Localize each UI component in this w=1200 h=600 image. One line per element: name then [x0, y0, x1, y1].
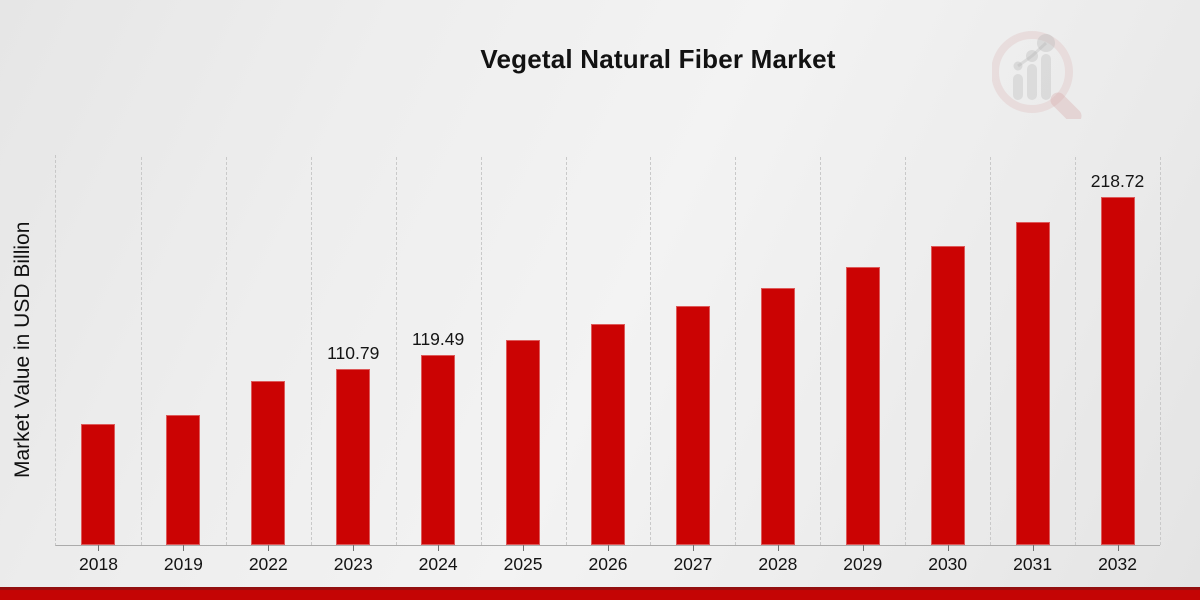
x-axis-label-2026: 2026 — [588, 554, 628, 574]
x-axis-tick — [183, 545, 185, 551]
gridline — [820, 157, 822, 545]
bar-2025 — [506, 339, 541, 545]
x-axis-label-2025: 2025 — [503, 554, 543, 574]
x-axis-label-2022: 2022 — [248, 554, 288, 574]
bar-2032 — [1100, 196, 1135, 545]
gridline — [905, 157, 907, 545]
bottom-banner — [0, 587, 1200, 600]
x-axis-tick — [438, 545, 440, 551]
bar-value-label: 218.72 — [1090, 170, 1145, 191]
bar-2026 — [591, 323, 625, 545]
gridline — [990, 157, 992, 545]
x-axis-tick — [1032, 545, 1034, 551]
bar-value-label: 119.49 — [412, 328, 465, 349]
x-axis-label-2030: 2030 — [928, 554, 968, 574]
bar-2018 — [81, 424, 116, 545]
gridline — [565, 157, 567, 545]
gridline — [395, 157, 397, 545]
x-axis-label-2029: 2029 — [843, 554, 883, 574]
bar-2019 — [166, 414, 201, 545]
bar-2027 — [675, 306, 710, 545]
x-axis-label-2018: 2018 — [79, 554, 118, 574]
x-axis-tick — [608, 545, 609, 551]
gridline — [650, 157, 652, 545]
bar-value-label: 110.79 — [327, 342, 380, 363]
bar-2029 — [845, 267, 880, 545]
gridline — [480, 157, 482, 545]
gridline — [140, 157, 142, 545]
x-axis-tick — [692, 545, 694, 551]
gridline — [310, 157, 312, 545]
plot-area: 2018 2019 2022 110.79 2023 119.49 2024 2025 2026… — [55, 155, 1161, 574]
x-axis-label-2023: 2023 — [333, 554, 373, 574]
bar-2024 — [421, 354, 456, 545]
gridline — [735, 157, 737, 545]
y-axis-title: Market Value in USD Billion — [11, 221, 34, 479]
x-axis-tick — [353, 545, 355, 551]
gridline — [1075, 157, 1077, 545]
x-axis-tick — [523, 545, 525, 551]
bar-2030 — [930, 245, 965, 545]
bar-2031 — [1015, 222, 1050, 545]
bar-2023 — [336, 368, 371, 545]
x-axis-label-2031: 2031 — [1013, 554, 1053, 574]
bar-2028 — [760, 287, 795, 545]
x-axis-label-2032: 2032 — [1098, 554, 1137, 574]
x-axis-tick — [862, 545, 864, 551]
x-axis-tick — [98, 545, 100, 551]
x-axis-tick — [1117, 545, 1119, 551]
x-axis-label-2028: 2028 — [758, 554, 798, 574]
chart-title: Vegetal Natural Fiber Market — [480, 44, 836, 74]
x-axis-label-2024: 2024 — [418, 554, 458, 574]
bar-2022 — [251, 381, 286, 545]
x-axis-tick — [947, 545, 949, 551]
x-axis-label-2027: 2027 — [673, 554, 713, 574]
bar-chart-magnifier-logo-icon — [991, 24, 1092, 124]
gridline — [1160, 157, 1161, 545]
x-axis-label-2019: 2019 — [163, 554, 203, 574]
gridline — [225, 157, 227, 545]
x-axis-tick — [268, 545, 270, 551]
x-axis-tick — [777, 545, 779, 551]
